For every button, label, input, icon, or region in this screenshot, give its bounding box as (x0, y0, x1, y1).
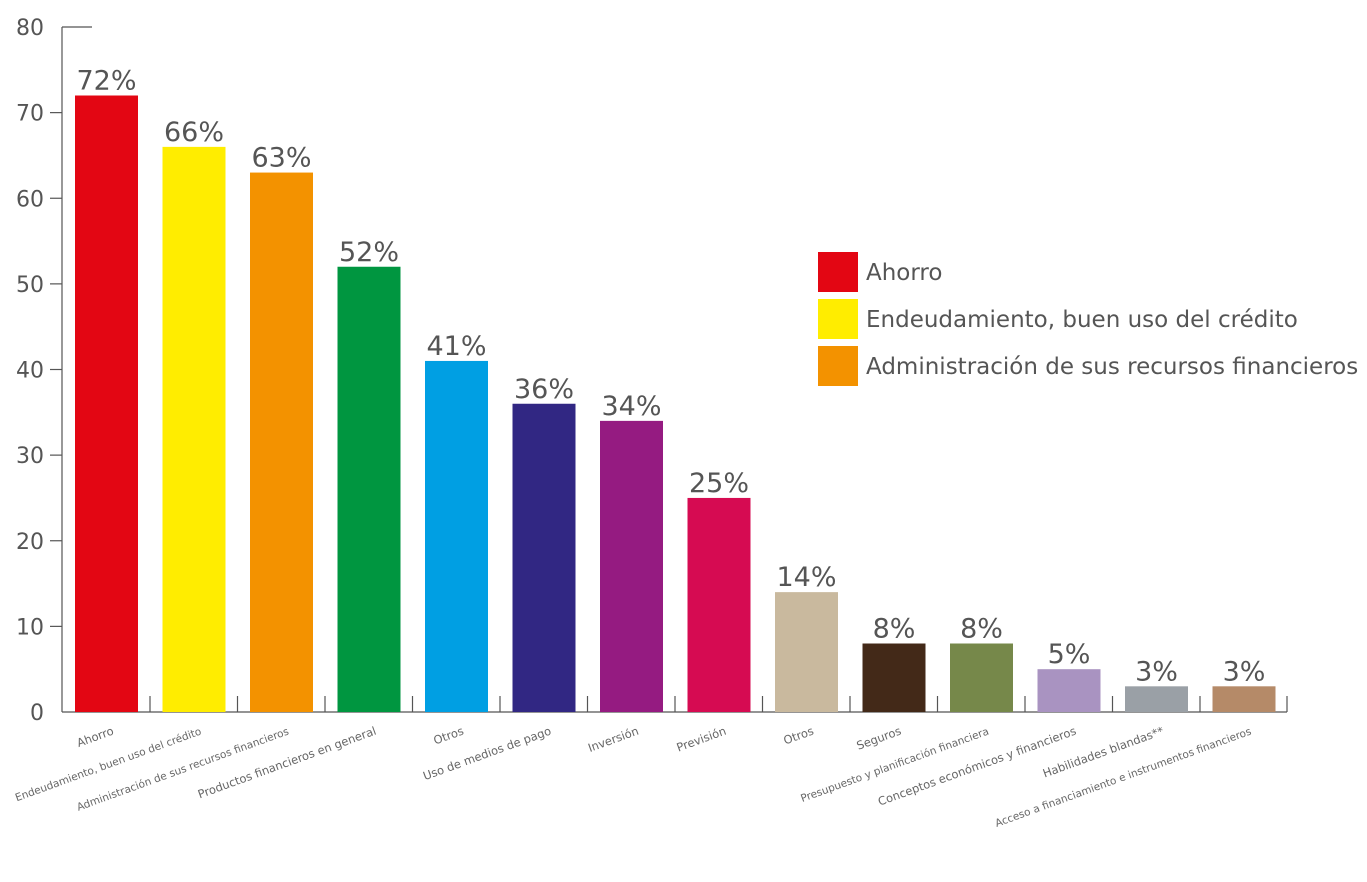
bar (687, 497, 751, 712)
y-tick-label: 30 (16, 444, 44, 469)
y-tick-label: 20 (16, 530, 44, 555)
legend-label: Ahorro (866, 260, 942, 286)
x-axis (62, 696, 1288, 713)
value-label: 36% (514, 374, 574, 405)
value-label: 72% (76, 66, 136, 97)
value-label: 5% (1048, 639, 1091, 670)
value-label: 8% (873, 614, 916, 645)
bar (162, 146, 226, 712)
bar (1212, 686, 1276, 712)
value-label: 25% (689, 468, 749, 499)
value-label: 41% (426, 331, 486, 362)
bars (75, 95, 1276, 712)
category-label: Seguros (855, 724, 903, 753)
legend-swatch (818, 299, 858, 339)
value-label: 14% (776, 562, 836, 593)
category-label: Ahorro (75, 724, 116, 750)
legend: Ahorro Endeudamiento, buen uso del crédit… (818, 252, 1358, 386)
value-label: 66% (164, 117, 224, 148)
legend-label: Endeudamiento, buen uso del crédito (866, 307, 1298, 333)
legend-swatch (818, 252, 858, 292)
category-label: Inversión (586, 724, 640, 755)
bar (337, 266, 401, 712)
category-label: Previsión (675, 724, 728, 755)
bar (1125, 686, 1188, 712)
value-label: 34% (601, 391, 661, 422)
y-tick-label: 50 (16, 273, 44, 298)
value-label: 63% (251, 143, 311, 174)
bar (1037, 669, 1101, 712)
bar (512, 403, 576, 712)
category-label: Otros (782, 724, 816, 748)
bar (862, 643, 926, 712)
value-label: 8% (960, 614, 1003, 645)
value-label: 3% (1223, 656, 1266, 687)
value-label: 3% (1135, 656, 1178, 687)
y-tick-label: 80 (16, 16, 44, 41)
bar (775, 592, 838, 712)
bar (950, 643, 1013, 712)
legend-label: Administración de sus recursos financier… (866, 354, 1358, 380)
value-labels: 72% 66% 63% 52% 41% 36% 34% 25% 14% 8% 8% 5% 3% 3% (76, 66, 1265, 688)
value-label: 52% (339, 237, 399, 268)
bar (600, 420, 663, 712)
y-tick-label: 60 (16, 187, 44, 212)
legend-swatch (818, 346, 858, 386)
y-axis: 0 10 20 30 40 50 60 70 80 (16, 16, 92, 726)
y-tick-label: 0 (30, 701, 44, 726)
y-tick-label: 70 (16, 102, 44, 127)
bar (250, 172, 313, 712)
category-label: Otros (432, 724, 466, 748)
bar (75, 95, 138, 712)
y-tick-label: 40 (16, 359, 44, 384)
bar (425, 360, 488, 712)
y-tick-label: 10 (16, 615, 44, 640)
